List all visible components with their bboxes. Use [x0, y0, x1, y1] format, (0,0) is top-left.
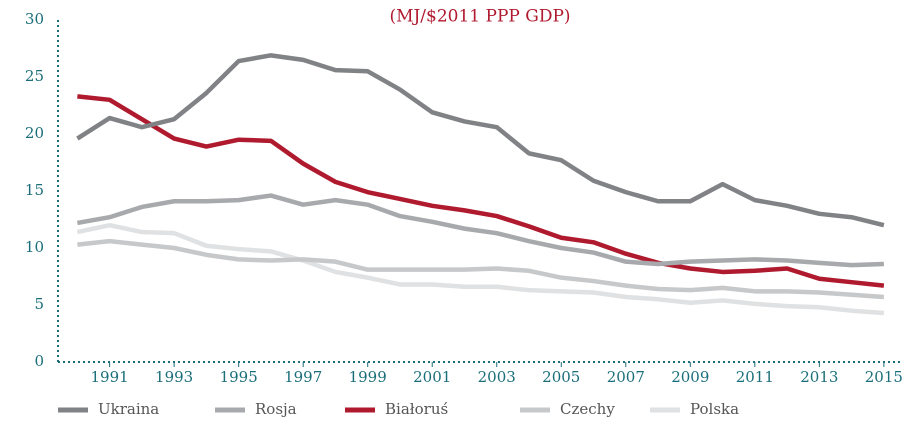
x-tick-label: 1997: [284, 368, 322, 386]
series-line: [77, 94, 885, 288]
y-tick-label: 25: [25, 67, 44, 85]
y-tick-label: 10: [25, 238, 44, 256]
chart-title: (MJ/$2011 PPP GDP): [389, 7, 570, 27]
legend-label: Ukraina: [98, 400, 159, 418]
legend-label: Białoruś: [385, 400, 448, 418]
x-tick-label: 1993: [155, 368, 193, 386]
series-line: [76, 53, 885, 228]
y-tick-label: 0: [34, 352, 44, 370]
legend-label: Polska: [690, 400, 739, 418]
series-line: [77, 238, 885, 300]
x-tick-label: 2003: [478, 368, 516, 386]
x-tick-label: 2007: [607, 368, 645, 386]
x-tick-label: 2001: [413, 368, 451, 386]
x-tick-label: 1999: [349, 368, 387, 386]
series-line: [76, 222, 885, 316]
x-tick-label: 1995: [220, 368, 258, 386]
legend-label: Czechy: [560, 400, 615, 418]
x-tick-label: 2011: [736, 368, 774, 386]
y-tick-label: 30: [25, 10, 44, 28]
legend-label: Rosja: [255, 400, 297, 418]
x-tick-label: 2005: [542, 368, 580, 386]
series-line: [76, 193, 884, 268]
x-tick-label: 2013: [800, 368, 838, 386]
x-tick-label: 2009: [671, 368, 709, 386]
x-tick-label: 1991: [91, 368, 129, 386]
x-tick-label: 2015: [865, 368, 903, 386]
y-tick-label: 5: [34, 295, 44, 313]
y-tick-label: 20: [25, 124, 44, 142]
y-tick-label: 15: [25, 181, 44, 199]
